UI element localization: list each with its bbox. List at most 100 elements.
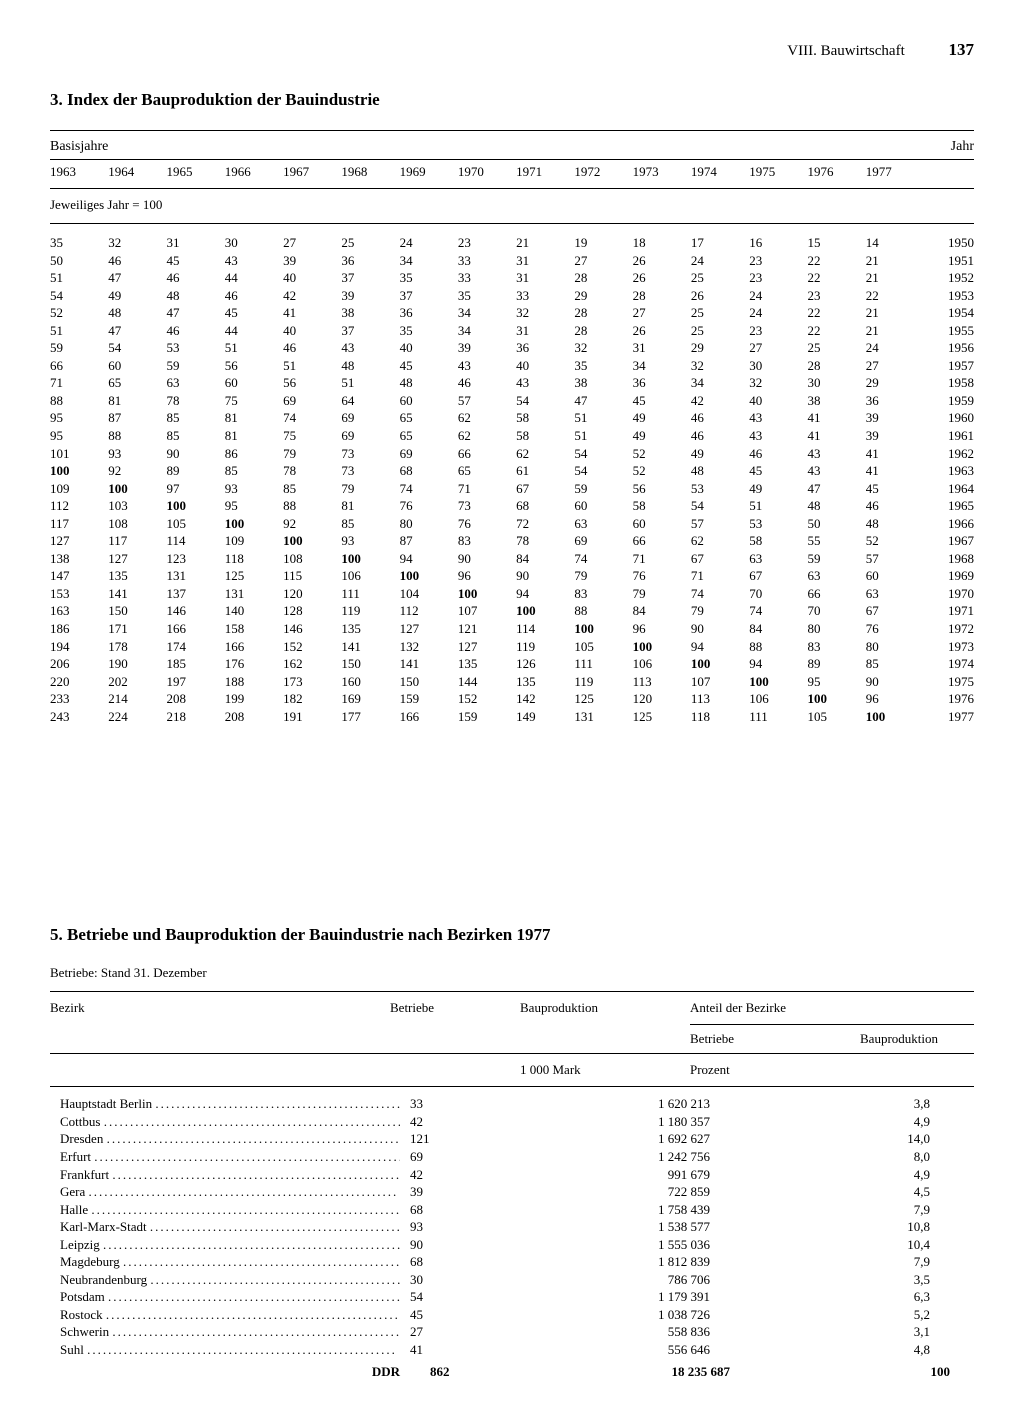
cell: 120: [283, 585, 341, 603]
bezirk-name: Karl-Marx-Stadt: [50, 1218, 400, 1236]
cell: 54: [108, 339, 166, 357]
table-row: 2332142081991821691591521421251201131061…: [50, 690, 974, 708]
table-total-row: DDR86218 235 687100100: [50, 1363, 974, 1381]
cell: 21: [866, 269, 924, 287]
cell: 111: [749, 708, 807, 726]
cell: 78: [167, 392, 225, 410]
cell: 52: [633, 462, 691, 480]
cell: 46: [225, 287, 283, 305]
cell: 46: [866, 497, 924, 515]
cell-anteil-betriebe: 4,5: [760, 1183, 1024, 1201]
cell: 46: [108, 252, 166, 270]
cell: 51: [341, 374, 399, 392]
cell: 67: [749, 567, 807, 585]
cell: 60: [400, 392, 458, 410]
cell: 21: [516, 234, 574, 252]
cell: 47: [108, 322, 166, 340]
cell: 171: [108, 620, 166, 638]
cell: 38: [341, 304, 399, 322]
cell: 90: [516, 567, 574, 585]
cell: 131: [574, 708, 632, 726]
year-cell: 1950: [924, 234, 974, 252]
cell: 107: [458, 602, 516, 620]
cell: 96: [458, 567, 516, 585]
cell: 208: [167, 690, 225, 708]
cell: 127: [458, 638, 516, 656]
cell: 54: [691, 497, 749, 515]
table-row: 5147464440373533312826252322211952: [50, 269, 974, 287]
cell: 40: [516, 357, 574, 375]
cell: 54: [50, 287, 108, 305]
year-cell: 1966: [924, 515, 974, 533]
cell: 46: [749, 445, 807, 463]
cell: 48: [691, 462, 749, 480]
cell: 224: [108, 708, 166, 726]
cell: 66: [50, 357, 108, 375]
cell: 88: [283, 497, 341, 515]
cell: 88: [574, 602, 632, 620]
cell: 95: [225, 497, 283, 515]
year-cell: 1971: [924, 602, 974, 620]
cell: 107: [691, 673, 749, 691]
cell: 85: [225, 462, 283, 480]
cell: 45: [225, 304, 283, 322]
cell: 81: [225, 427, 283, 445]
table-row: Cottbus 421 180 3574,96,5: [50, 1113, 974, 1131]
bezirk-name: Frankfurt: [50, 1166, 400, 1184]
cell: 25: [341, 234, 399, 252]
table-row: 10193908679736966625452494643411962: [50, 445, 974, 463]
cell: 83: [807, 638, 865, 656]
cell: 194: [50, 638, 108, 656]
cell-anteil-betriebe: 4,9: [760, 1166, 1024, 1184]
cell: 84: [633, 602, 691, 620]
cell: 22: [807, 304, 865, 322]
cell: 166: [167, 620, 225, 638]
cell: 21: [866, 322, 924, 340]
cell: 62: [516, 445, 574, 463]
cell: 105: [807, 708, 865, 726]
cell: 96: [633, 620, 691, 638]
cell-betriebe: 121: [400, 1130, 540, 1148]
cell: 41: [866, 462, 924, 480]
table-row: 5248474541383634322827252422211954: [50, 304, 974, 322]
cell: 150: [400, 673, 458, 691]
t5-unit-prozent: Prozent: [690, 1062, 860, 1078]
bezirk-name: Cottbus: [50, 1113, 400, 1131]
table5-header-row1: Bezirk Betriebe Bauproduktion Anteil der…: [50, 992, 974, 1024]
cell: 38: [574, 374, 632, 392]
t5-h-anteil-p: Bauproduktion: [860, 1031, 974, 1047]
cell: 51: [574, 409, 632, 427]
cell: 58: [633, 497, 691, 515]
cell: 31: [516, 252, 574, 270]
cell: 67: [866, 602, 924, 620]
page-number: 137: [949, 40, 975, 59]
cell: 100: [807, 690, 865, 708]
cell: 100: [866, 708, 924, 726]
cell: 89: [167, 462, 225, 480]
cell: 57: [691, 515, 749, 533]
cell: 51: [749, 497, 807, 515]
cell: 117: [50, 515, 108, 533]
cell: 22: [807, 252, 865, 270]
cell: 21: [866, 304, 924, 322]
cell: 83: [574, 585, 632, 603]
cell: 85: [283, 480, 341, 498]
cell: 62: [691, 532, 749, 550]
cell: 71: [633, 550, 691, 568]
table-row: 3532313027252423211918171615141950: [50, 234, 974, 252]
bezirk-name: Neubrandenburg: [50, 1271, 400, 1289]
bezirk-name: Rostock: [50, 1306, 400, 1324]
cell: 34: [458, 322, 516, 340]
table-row: 5449484642393735332928262423221953: [50, 287, 974, 305]
cell: 53: [167, 339, 225, 357]
cell: 84: [749, 620, 807, 638]
cell: 105: [167, 515, 225, 533]
cell: 46: [691, 427, 749, 445]
year-col-header: 1972: [574, 164, 632, 180]
cell: 85: [167, 427, 225, 445]
cell-bauprod: 991 679: [540, 1166, 760, 1184]
cell: 43: [749, 409, 807, 427]
cell: 33: [516, 287, 574, 305]
cell: 100: [691, 655, 749, 673]
cell: 35: [50, 234, 108, 252]
